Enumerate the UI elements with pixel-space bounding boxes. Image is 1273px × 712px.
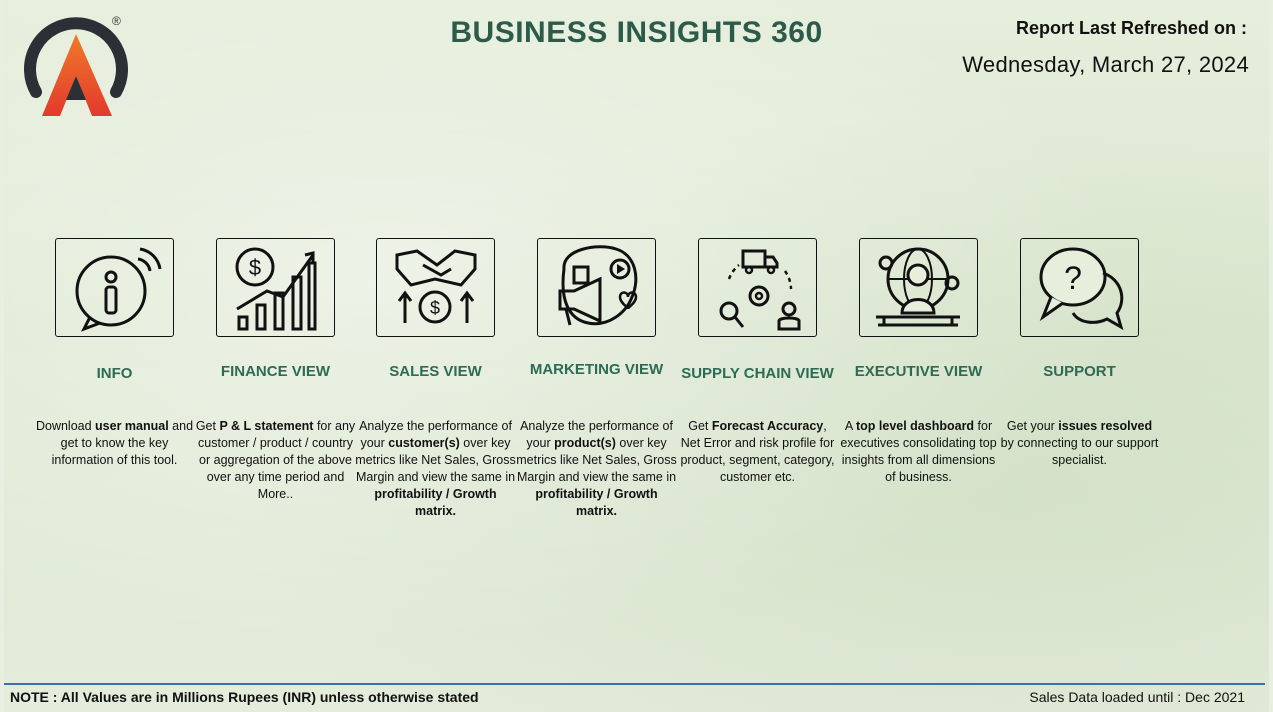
sales-data-loaded: Sales Data loaded until : Dec 2021 — [1029, 689, 1245, 705]
desc-run: top level dashboard — [855, 419, 975, 433]
executive-view-button[interactable] — [859, 238, 978, 337]
desc-run: for executives consolidating top insight… — [840, 419, 997, 484]
desc-run: Download — [35, 419, 96, 433]
card-title-support: SUPPORT — [1043, 363, 1116, 380]
page-title: BUSINESS INSIGHTS 360 — [450, 16, 823, 49]
footer-divider — [4, 683, 1265, 685]
desc-run: Analyze the performance of your — [359, 419, 512, 450]
desc-run: , Net Error and risk profile for product… — [680, 419, 835, 484]
card-desc-info: Download user manual and get to know the… — [34, 418, 195, 469]
desc-run: by connecting to our support specialist. — [1000, 436, 1159, 467]
card-desc-executive: A top level dashboard for executives con… — [838, 418, 999, 486]
card-title-supply-chain: SUPPLY CHAIN VIEW — [681, 365, 834, 382]
card-title-marketing: MARKETING VIEW — [529, 361, 664, 378]
marketing-view-button[interactable] — [537, 238, 656, 337]
supply-chain-view-button[interactable] — [698, 238, 817, 337]
finance-growth-icon: $ — [235, 247, 317, 331]
support-chat-icon: ? — [1039, 247, 1124, 331]
support-button[interactable]: ? — [1020, 238, 1139, 337]
executive-icon — [876, 247, 960, 327]
card-desc-marketing: Analyze the performance of your product(… — [516, 418, 677, 520]
desc-run: Analyze the performance of your — [520, 419, 673, 450]
refresh-label: Report Last Refreshed on : — [1015, 18, 1247, 38]
svg-text:$: $ — [249, 255, 261, 280]
desc-run: Get — [195, 419, 220, 433]
desc-run: over key metrics like Net Sales, Gross M… — [516, 436, 677, 484]
desc-run: Forecast Accuracy — [711, 419, 824, 433]
desc-run: Get your — [1006, 419, 1059, 433]
desc-run: product(s) — [554, 436, 616, 450]
company-logo — [24, 17, 128, 116]
card-desc-finance: Get P & L statement for any customer / p… — [195, 418, 356, 503]
info-button[interactable] — [55, 238, 174, 337]
nav-card-marketing[interactable]: MARKETING VIEW Analyze the performance o… — [516, 238, 677, 518]
desc-run: issues resolved — [1058, 419, 1153, 433]
supply-chain-icon — [719, 249, 801, 331]
desc-run: customer(s) — [388, 436, 460, 450]
handshake-icon: $ — [395, 249, 477, 324]
desc-run: A — [844, 419, 856, 433]
desc-run: and get to know the key information of t… — [51, 419, 194, 467]
card-desc-sales: Analyze the performance of your customer… — [355, 418, 516, 520]
sales-view-button[interactable]: $ — [376, 238, 495, 337]
nav-card-support[interactable]: ? SUPPORT Get your issues resolved by co… — [999, 238, 1160, 467]
desc-run: user manual — [95, 419, 169, 433]
card-desc-support: Get your issues resolved by connecting t… — [999, 418, 1160, 469]
svg-text:?: ? — [1064, 260, 1082, 296]
desc-run: for any customer / product / country or … — [198, 419, 356, 501]
card-desc-supply-chain: Get Forecast Accuracy, Net Error and ris… — [677, 418, 838, 486]
info-icon — [75, 247, 162, 332]
desc-run: over key metrics like Net Sales, Gross M… — [355, 436, 516, 484]
desc-run: profitability / Growth matrix. — [374, 487, 497, 518]
card-title-info: INFO — [96, 365, 133, 382]
nav-card-supply-chain[interactable]: SUPPLY CHAIN VIEW Get Forecast Accuracy,… — [677, 238, 838, 484]
svg-text:$: $ — [430, 298, 440, 318]
nav-card-finance[interactable]: $ FINANCE VIEW Get P & L statement for a… — [195, 238, 356, 501]
nav-card-info[interactable]: INFO Download user manual and get to kno… — [34, 238, 195, 467]
card-title-finance: FINANCE VIEW — [220, 363, 331, 380]
page-background — [4, 0, 1269, 712]
card-title-sales: SALES VIEW — [389, 363, 482, 380]
registered-mark: ® — [112, 14, 121, 28]
refresh-date: Wednesday, March 27, 2024 — [962, 52, 1249, 77]
desc-run: Get — [688, 419, 712, 433]
finance-view-button[interactable]: $ — [216, 238, 335, 337]
nav-card-sales[interactable]: $ SALES VIEW Analyze the performance of … — [355, 238, 516, 518]
desc-run: P & L statement — [219, 419, 314, 433]
desc-run: profitability / Growth matrix. — [535, 487, 658, 518]
footer-note: NOTE : All Values are in Millions Rupees… — [10, 689, 479, 705]
nav-card-executive[interactable]: EXECUTIVE VIEW A top level dashboard for… — [838, 238, 999, 484]
card-title-executive: EXECUTIVE VIEW — [854, 363, 983, 380]
marketing-megaphone-icon — [558, 245, 638, 326]
